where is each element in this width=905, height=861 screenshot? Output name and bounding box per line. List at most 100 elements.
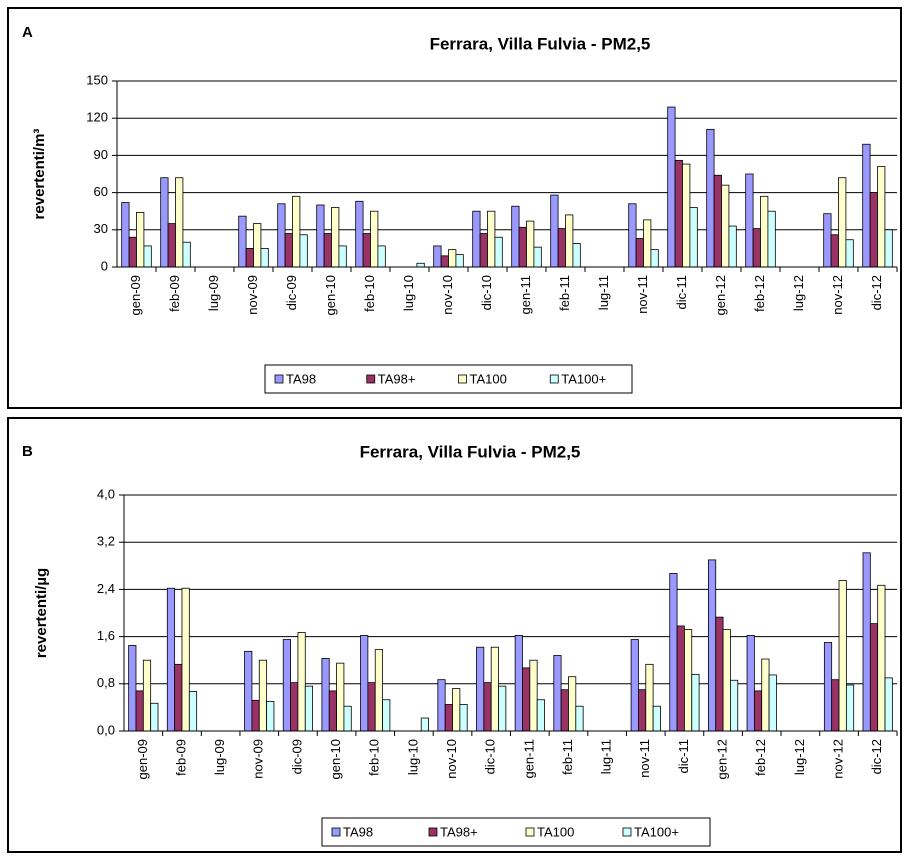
bar bbox=[260, 247, 269, 268]
bar bbox=[645, 663, 654, 732]
x-tick-label: gen-10 bbox=[328, 739, 343, 779]
x-tick-label: dic-09 bbox=[289, 739, 304, 774]
x-tick-label: feb-09 bbox=[167, 275, 182, 312]
bar bbox=[721, 184, 730, 268]
bar bbox=[336, 662, 345, 732]
bar bbox=[768, 674, 777, 732]
bar bbox=[575, 705, 584, 732]
bar bbox=[838, 580, 847, 732]
bar bbox=[746, 635, 755, 732]
x-tick-label: gen-09 bbox=[135, 739, 150, 779]
bar bbox=[706, 128, 715, 268]
legend-label: TA100 bbox=[537, 824, 574, 839]
x-tick-label: dic-12 bbox=[869, 739, 884, 774]
bar bbox=[674, 159, 683, 268]
bar bbox=[728, 225, 737, 268]
y-tick-label: 60 bbox=[94, 184, 108, 199]
bar bbox=[550, 194, 559, 268]
bar bbox=[514, 635, 523, 732]
bar bbox=[823, 213, 832, 268]
x-tick-label: lug-09 bbox=[212, 739, 227, 775]
panel-label: B bbox=[22, 443, 33, 460]
bar bbox=[529, 659, 538, 732]
x-tick-label: dic-10 bbox=[479, 275, 494, 310]
legend-swatch bbox=[549, 374, 559, 384]
legend-swatch bbox=[525, 827, 535, 837]
bar bbox=[377, 245, 386, 268]
bar bbox=[277, 203, 286, 268]
bar bbox=[455, 254, 464, 268]
x-tick-label: gen-11 bbox=[518, 275, 533, 315]
legend-label: TA98 bbox=[286, 371, 316, 386]
x-tick-label: lug-09 bbox=[206, 275, 221, 311]
bar bbox=[297, 632, 306, 732]
bar bbox=[877, 584, 886, 732]
y-tick-label: 90 bbox=[94, 147, 108, 162]
x-tick-label: dic-10 bbox=[483, 739, 498, 774]
bar bbox=[452, 688, 461, 732]
bar bbox=[689, 207, 698, 268]
legend-swatch bbox=[458, 374, 467, 384]
y-tick-label: 0 bbox=[101, 258, 108, 273]
bar bbox=[752, 228, 761, 268]
x-tick-label: lug-10 bbox=[405, 739, 420, 775]
bar bbox=[266, 701, 275, 732]
bar bbox=[526, 220, 535, 268]
y-tick-label: 1,6 bbox=[97, 628, 115, 643]
x-tick-label: lug-12 bbox=[792, 739, 807, 775]
legend-swatch bbox=[331, 827, 341, 837]
bar bbox=[416, 262, 425, 268]
x-tick-label: nov-09 bbox=[251, 739, 266, 779]
y-tick-label: 0,0 bbox=[97, 722, 115, 737]
bar bbox=[420, 717, 429, 732]
x-tick-label: lug-10 bbox=[401, 275, 416, 311]
bar bbox=[862, 552, 871, 732]
legend-label: TA100+ bbox=[561, 371, 606, 386]
bar bbox=[338, 245, 347, 268]
y-tick-label: 30 bbox=[94, 221, 108, 236]
bar bbox=[343, 705, 352, 732]
bar bbox=[143, 245, 152, 268]
bar bbox=[730, 679, 739, 732]
x-tick-label: gen-11 bbox=[521, 739, 536, 779]
bar bbox=[367, 682, 376, 732]
x-tick-label: feb-12 bbox=[753, 739, 768, 776]
bar bbox=[767, 210, 776, 268]
x-tick-label: feb-11 bbox=[557, 275, 572, 311]
bar bbox=[722, 629, 731, 732]
x-tick-label: feb-10 bbox=[362, 275, 377, 312]
x-tick-label: gen-10 bbox=[323, 275, 338, 315]
x-tick-label: nov-11 bbox=[637, 739, 652, 778]
bar bbox=[437, 679, 446, 732]
bar bbox=[323, 233, 332, 268]
x-tick-label: lug-11 bbox=[596, 275, 611, 310]
bar bbox=[150, 702, 159, 732]
bar bbox=[304, 685, 314, 732]
bar bbox=[238, 215, 247, 268]
bar bbox=[253, 223, 262, 268]
bar bbox=[321, 658, 330, 732]
bar bbox=[121, 202, 130, 268]
bar bbox=[638, 689, 647, 732]
bar bbox=[676, 625, 685, 732]
bar bbox=[553, 655, 562, 732]
bar bbox=[258, 659, 268, 732]
chart-title: Ferrara, Villa Fulvia - PM2,5 bbox=[360, 442, 581, 461]
bar bbox=[761, 658, 770, 732]
bar bbox=[753, 690, 763, 732]
x-tick-label: dic-11 bbox=[676, 739, 691, 773]
bar bbox=[869, 192, 878, 268]
x-tick-label: dic-11 bbox=[674, 275, 689, 309]
bar bbox=[128, 645, 137, 732]
bar bbox=[557, 228, 566, 268]
bar bbox=[533, 246, 542, 268]
bar bbox=[433, 245, 442, 268]
bar bbox=[565, 214, 574, 268]
bar bbox=[142, 659, 152, 732]
legend-label: TA100 bbox=[470, 371, 507, 386]
bar bbox=[667, 106, 676, 268]
bar bbox=[669, 573, 678, 732]
x-tick-label: gen-12 bbox=[715, 739, 730, 779]
bar bbox=[182, 241, 191, 268]
